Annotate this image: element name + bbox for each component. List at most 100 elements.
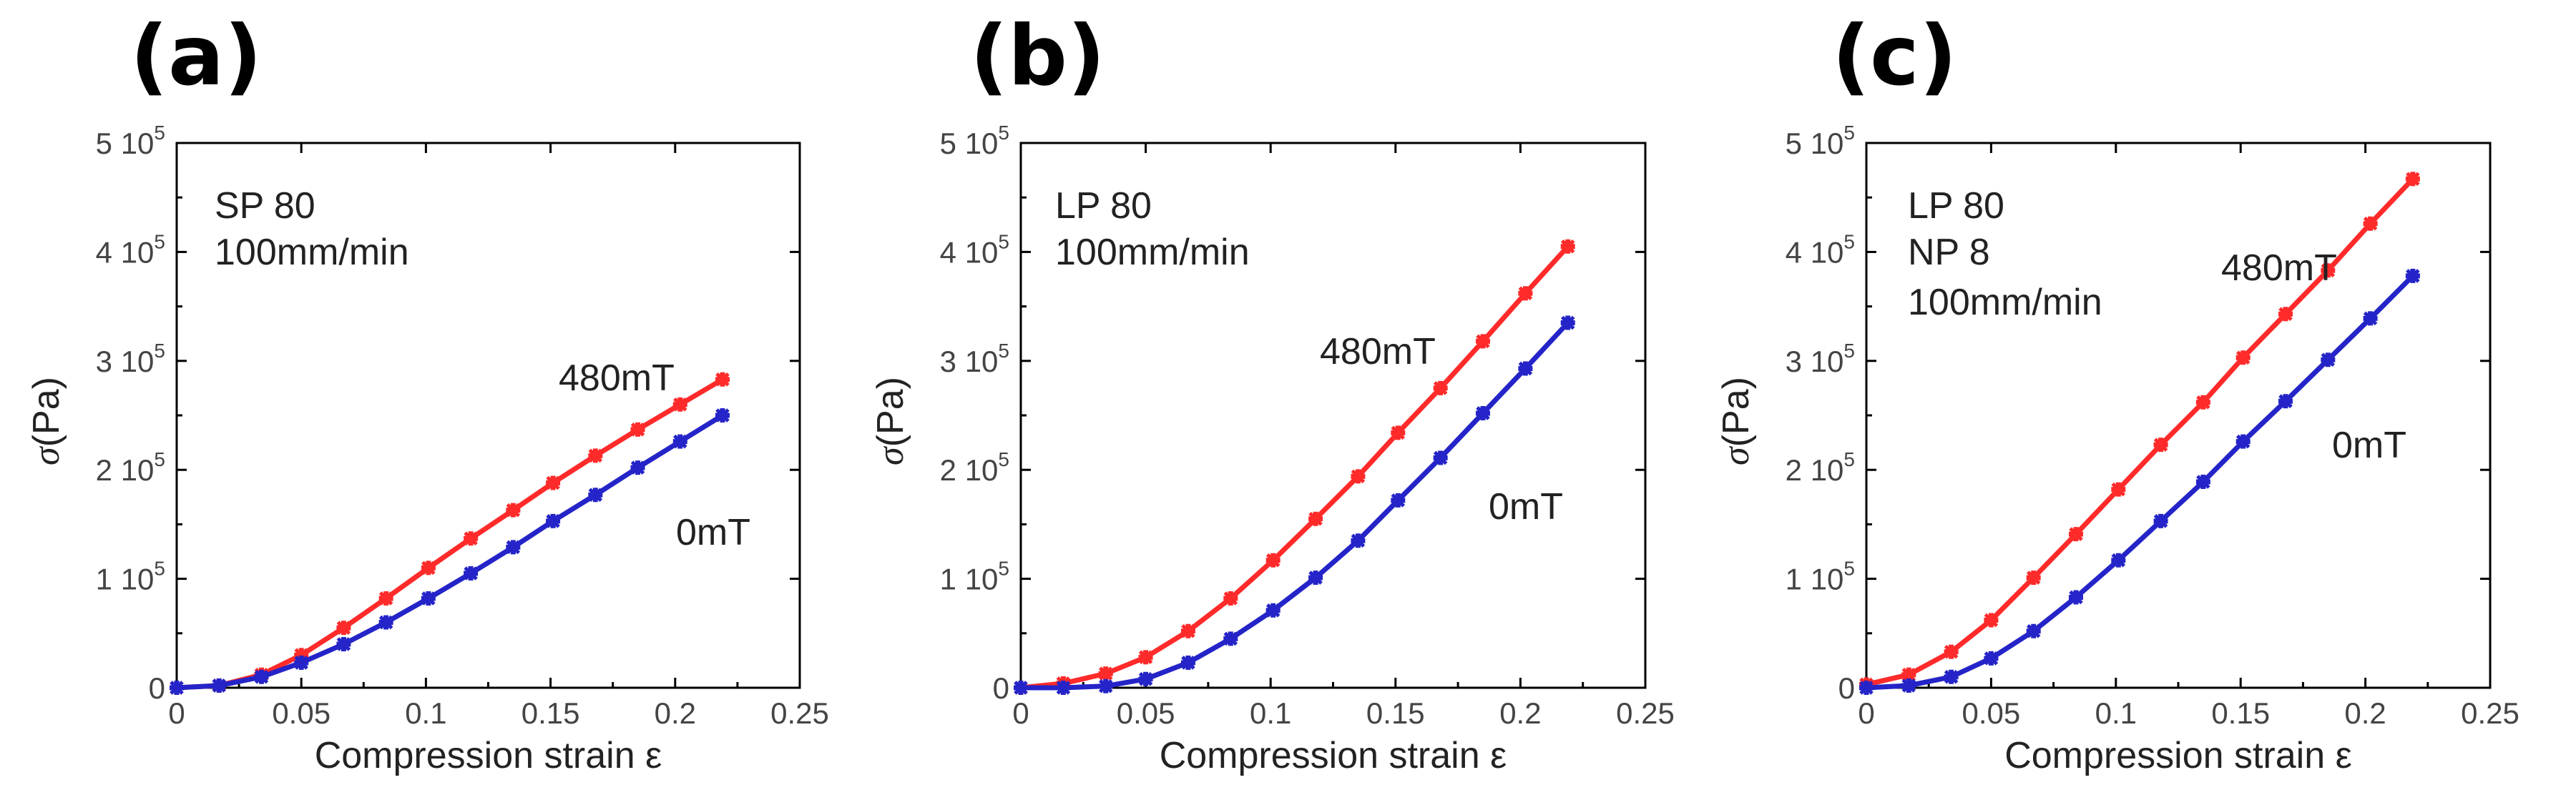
panel-3-ytick-mantissa: 0 xyxy=(1838,671,1855,705)
panel-2-annotation: LP 80 xyxy=(1055,185,1152,227)
panel-2-xtick-label: 0.05 xyxy=(1117,696,1175,730)
panel-2-series-480mT-point-dot xyxy=(1436,383,1445,392)
panel-2-ytick-exponent: 5 xyxy=(998,122,1009,144)
panel-2-ytick-mantissa: 3 10 xyxy=(940,345,999,378)
panel-3-series-480mT-point-dot xyxy=(2281,310,2290,319)
panel-2-series-0mT-point-dot xyxy=(1311,573,1321,583)
panel-3-series-0mT-point xyxy=(1984,651,1999,666)
panel-1-ytick-label: 5 105 xyxy=(96,122,165,160)
panel-1-series-0mT-point xyxy=(421,591,436,606)
panel-3-xtick-label: 0.15 xyxy=(2211,696,2270,730)
panel-3-series-480mT-point-dot xyxy=(1987,616,1996,625)
panel-1-annotation: 100mm/min xyxy=(215,232,409,273)
panel-3-ytick-exponent: 5 xyxy=(1843,448,1855,470)
panel-3-annotation: 100mm/min xyxy=(1908,282,2102,323)
panel-3-series-0mT-point-dot xyxy=(2408,271,2417,280)
panel-2-series-480mT-point xyxy=(1223,591,1238,606)
panel-2-series-480mT-point-dot xyxy=(1183,626,1192,636)
panel-3-series-0mT-point-dot xyxy=(2198,477,2208,486)
panel-2-ytick-label: 0 xyxy=(993,671,1009,705)
panel-3-series-480mT-point-dot xyxy=(2366,219,2375,228)
panel-3-series-480mT-point xyxy=(2195,395,2210,410)
panel-2-ytick-mantissa: 5 10 xyxy=(940,127,999,160)
panel-1-ytick-label: 0 xyxy=(149,671,165,705)
panel-3-series-480mT-point xyxy=(2278,307,2293,322)
panel-3-series-0mT-point xyxy=(2405,268,2420,283)
panel-1-series-480mT-point-dot xyxy=(509,505,518,515)
panel-1-letter: (a) xyxy=(130,8,262,104)
panel-2-series-480mT-point xyxy=(1476,334,1491,349)
panel-1-series-0mT-point xyxy=(546,513,561,528)
panel-1-ytick-mantissa: 3 10 xyxy=(96,345,155,378)
panel-1-ylabel-unit: (Pa) xyxy=(26,377,67,447)
panel-3-series-0mT-point xyxy=(2278,394,2293,409)
panel-1-annotation: SP 80 xyxy=(215,185,315,227)
panel-3-ytick-label: 2 105 xyxy=(1786,448,1855,487)
panel-2-series-480mT-point-dot xyxy=(1226,594,1235,603)
panel-2-series-0mT-point xyxy=(1351,533,1366,548)
panel-1-ytick-label: 1 105 xyxy=(96,558,165,596)
panel-1-series-480mT-point-dot xyxy=(718,375,727,384)
panel-1-series-0mT-point-dot xyxy=(381,618,391,627)
panel-1-series-480mT-point xyxy=(378,591,393,606)
panel-2-xlabel: Compression strain ε xyxy=(1160,735,1507,776)
panel-1-ytick-exponent: 5 xyxy=(154,230,165,252)
panel-1-series-0mT-point-dot xyxy=(466,568,476,578)
panel-3-series-480mT-point-dot xyxy=(2238,353,2248,362)
panel-1-series-0mT-point xyxy=(506,540,521,555)
panel-3-series-480mT-point xyxy=(1944,644,1959,659)
panel-2-series-480mT-point xyxy=(1351,469,1366,484)
panel-3-series-0mT-point-dot xyxy=(1987,653,1996,663)
panel-1-series-0mT-point-dot xyxy=(509,543,518,552)
panel-3-series-0mT-point xyxy=(2153,513,2168,528)
panel-1-xtick-label: 0.05 xyxy=(272,696,330,730)
panel-2-series-0mT-point-dot xyxy=(1017,683,1025,692)
panel-1-series-0mT-point xyxy=(294,655,309,670)
panel-2-series-480mT-point xyxy=(1560,239,1575,254)
panel-2-ylabel-unit: (Pa) xyxy=(870,377,911,447)
panel-3-series-0mT-point xyxy=(2363,311,2378,326)
panel-2-series-0mT-point-dot xyxy=(1183,658,1192,667)
panel-3-series-0mT-point xyxy=(2026,623,2041,638)
panel-2-ytick-exponent: 5 xyxy=(998,558,1009,580)
panel-2-series-480mT-point-dot xyxy=(1563,242,1572,251)
panel-3-ytick-mantissa: 4 10 xyxy=(1786,235,1844,269)
panel-2-series-0mT-point xyxy=(1014,681,1028,695)
panel-1-ytick-exponent: 5 xyxy=(154,448,165,470)
panel-3-ytick-mantissa: 3 10 xyxy=(1786,345,1844,378)
panel-1-ytick-mantissa: 4 10 xyxy=(96,235,155,269)
panel-2-series-0mT-point xyxy=(1476,405,1491,420)
panel-2-series-0mT-point-dot xyxy=(1563,318,1572,327)
panel-1-series-0mT-point xyxy=(212,678,227,693)
panel-1-xtick-label: 0.25 xyxy=(770,696,829,730)
panel-2-series-0mT-point-dot xyxy=(1521,364,1530,373)
panel-2-series-0mT-point-dot xyxy=(1141,674,1150,683)
panel-2-ytick-label: 3 105 xyxy=(940,340,1009,378)
panel-1-series-480mT-line xyxy=(176,377,724,691)
panel-3-ytick-exponent: 5 xyxy=(1843,230,1855,252)
panel-3-ytick-label: 4 105 xyxy=(1786,230,1855,269)
panel-2-series-480mT-point-dot xyxy=(1101,669,1110,678)
panel-3-xtick-label: 0.1 xyxy=(2095,696,2137,730)
panel-1-series-0mT-point xyxy=(336,637,351,652)
panel-1-series-480mT-point xyxy=(588,448,603,463)
panel-3-series-480mT-point-dot xyxy=(2156,440,2165,450)
panel-1-series-0mT-point xyxy=(254,669,269,684)
panel-3-series-480mT-point xyxy=(2235,350,2251,365)
panel-3-series-label-0mT: 0mT xyxy=(2332,425,2406,466)
panel-2-ytick-label: 2 105 xyxy=(940,448,1009,487)
panel-2-series-480mT-point-dot xyxy=(1311,514,1321,523)
panel-1-series-480mT-point-dot xyxy=(423,563,433,573)
panel-2-series-0mT-point-dot xyxy=(1268,606,1278,615)
panel-2-series-480mT-point xyxy=(1138,650,1153,665)
panel-2-series-480mT-point xyxy=(1391,425,1406,440)
panel-2-xtick-label: 0.1 xyxy=(1250,696,1291,730)
panel-3-annotation: LP 80 xyxy=(1908,185,2004,227)
panel-1-series-0mT-point xyxy=(672,434,687,449)
panel-1-series-480mT-point-dot xyxy=(633,425,642,434)
panel-2-ytick-mantissa: 1 10 xyxy=(940,563,999,596)
panel-2-series-480mT-line xyxy=(1020,245,1570,691)
panel-2-series-label-0mT: 0mT xyxy=(1489,486,1563,528)
